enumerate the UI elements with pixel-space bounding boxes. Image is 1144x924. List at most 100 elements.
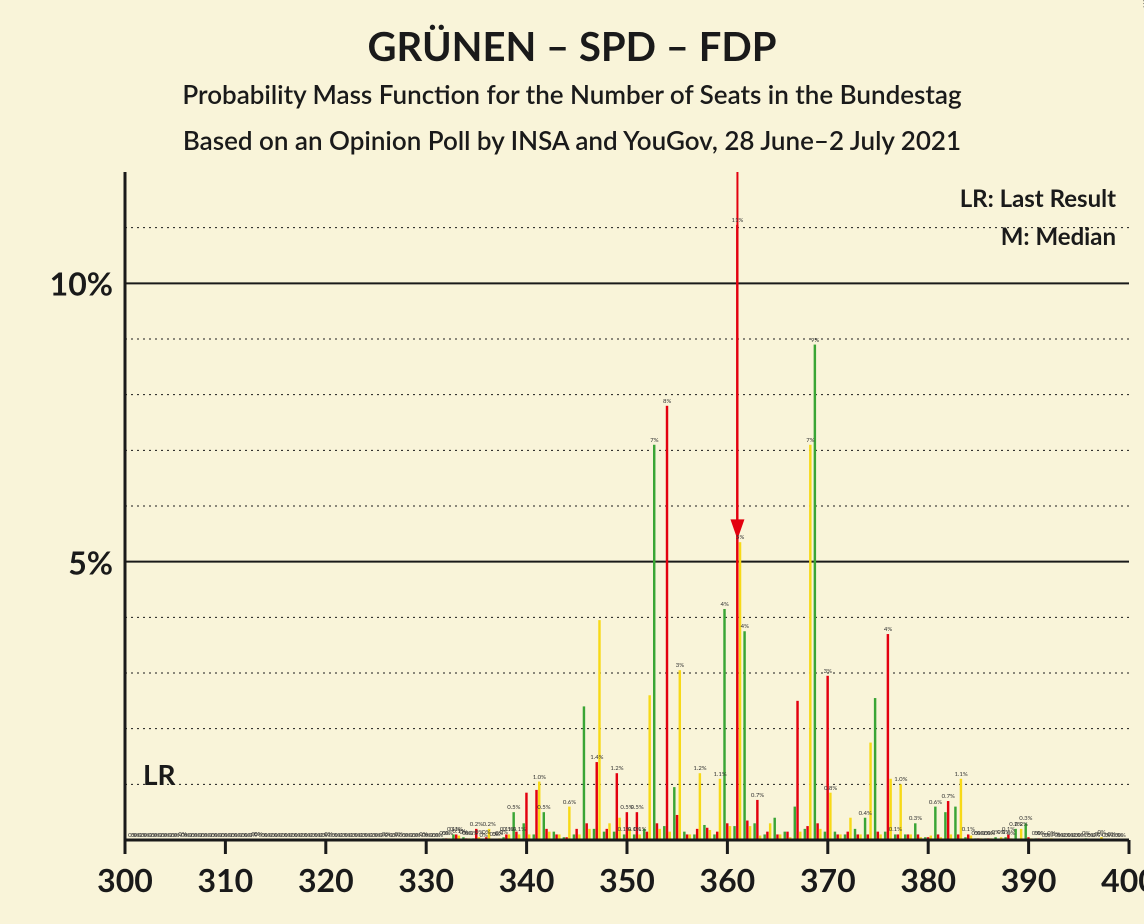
bar	[676, 815, 678, 840]
bar	[809, 445, 811, 840]
bar-value-label: 0.7%	[942, 793, 955, 800]
bar	[826, 676, 828, 840]
bar	[914, 823, 916, 840]
bar-value-label: 1.1%	[714, 771, 727, 778]
bar-value-label: 3%	[676, 662, 684, 669]
bar-value-label: 7%	[806, 437, 814, 444]
x-tick-label: 400	[1101, 860, 1144, 899]
bar	[753, 823, 755, 840]
bar	[769, 823, 771, 840]
bar-value-label: 0.5%	[507, 804, 520, 811]
x-tick-label: 380	[900, 860, 956, 899]
bar	[729, 826, 731, 840]
bar	[719, 779, 721, 840]
bar-value-label: 0.6%	[563, 799, 576, 806]
bar	[819, 829, 821, 840]
bar-value-label: 0.7%	[751, 792, 764, 799]
x-tick-label: 350	[599, 860, 655, 899]
bar	[954, 807, 956, 840]
bar	[583, 706, 585, 840]
x-tick-label: 330	[398, 860, 454, 899]
bar-value-label: 3%	[824, 668, 832, 675]
bar	[756, 800, 758, 840]
bar-value-label: 0%	[1118, 832, 1126, 839]
bar	[545, 829, 547, 840]
bar-value-label: 1.2%	[693, 765, 706, 772]
x-tick-label: 310	[198, 860, 254, 899]
bar	[706, 828, 708, 840]
bar	[696, 829, 698, 840]
bar-value-label: 0.3%	[909, 815, 922, 822]
x-tick-label: 340	[499, 860, 555, 899]
copyright-label: © 2021 Filip van Laenen	[1140, 0, 1144, 8]
bar-value-label: 0.1%	[633, 826, 646, 833]
bar	[568, 807, 570, 840]
chart-plot-area: 0%0%0%0%0%0%0%0%0%0%0%0%0%0%0%0%0%0%0%0%…	[125, 172, 1129, 840]
bar	[535, 790, 537, 840]
bar	[739, 542, 741, 840]
bar-value-label: 1.0%	[894, 776, 907, 783]
bar-value-label: 8%	[663, 398, 671, 405]
bar	[673, 787, 675, 840]
bar	[869, 743, 871, 840]
bar-value-label: 5%	[736, 534, 744, 541]
x-tick-label: 360	[700, 860, 756, 899]
bar	[653, 445, 655, 840]
bar	[944, 812, 946, 840]
bar-value-label: 9%	[811, 337, 819, 344]
bar-value-label: 11%	[732, 217, 744, 224]
bar	[743, 631, 745, 840]
bar-value-label: 0.1%	[889, 826, 902, 833]
bar	[585, 823, 587, 840]
bar	[1020, 829, 1022, 840]
bar-value-label: 0.2%	[470, 821, 483, 828]
bar	[709, 830, 711, 840]
bar-value-label: 7%	[650, 437, 658, 444]
bar	[679, 670, 681, 840]
x-tick-label: 390	[1001, 860, 1057, 899]
bar	[816, 823, 818, 840]
bar	[658, 829, 660, 840]
bar	[887, 634, 889, 840]
bar	[588, 829, 590, 840]
bar	[723, 609, 725, 840]
bar	[773, 818, 775, 840]
bar	[596, 762, 598, 840]
x-tick-label: 370	[800, 860, 856, 899]
bar-value-label: 4%	[741, 623, 749, 630]
bar	[746, 821, 748, 840]
bar	[703, 825, 705, 840]
bar-value-label: 1.4%	[590, 754, 603, 761]
x-tick-label: 320	[298, 860, 354, 899]
bar	[804, 829, 806, 840]
bar	[608, 823, 610, 840]
bar	[829, 793, 831, 840]
bar	[648, 695, 650, 840]
bar-value-label: 0.5%	[537, 804, 550, 811]
bar	[726, 823, 728, 840]
bar	[854, 829, 856, 840]
bar	[733, 826, 735, 840]
bar	[814, 345, 816, 840]
bar-value-label: 0%	[1007, 830, 1015, 837]
bar	[656, 823, 658, 840]
chart-subtitle-2: Based on an Opinion Poll by INSA and You…	[0, 124, 1144, 156]
bar	[575, 829, 577, 840]
bar-value-label: 4%	[884, 626, 892, 633]
bar-value-label: 0.5%	[630, 804, 643, 811]
bar	[598, 620, 600, 840]
bar-value-label: 0.3%	[1019, 815, 1032, 822]
bar	[934, 807, 936, 840]
bar	[699, 773, 701, 840]
bar	[666, 406, 668, 840]
x-tick-label: 300	[97, 860, 153, 899]
bar	[593, 829, 595, 840]
bar	[749, 826, 751, 840]
bar	[794, 807, 796, 840]
bar	[606, 829, 608, 840]
bar	[736, 225, 738, 840]
y-tick-label: 5%	[68, 542, 113, 581]
bar-value-label: 1.0%	[533, 774, 546, 781]
bar-value-label: 0.1%	[513, 826, 526, 833]
bar	[947, 801, 949, 840]
